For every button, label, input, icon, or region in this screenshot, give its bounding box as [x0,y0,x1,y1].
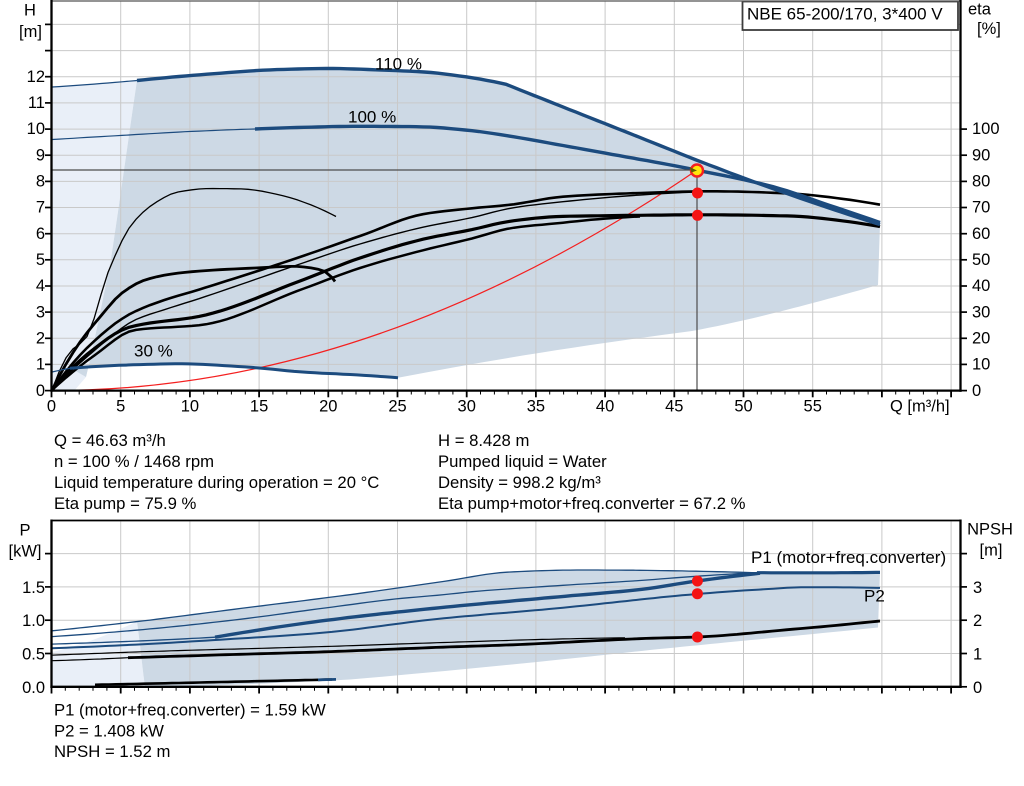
svg-text:0: 0 [36,382,45,400]
svg-text:3: 3 [973,579,982,597]
svg-text:70: 70 [972,199,990,217]
svg-text:50: 50 [734,398,752,416]
svg-text:45: 45 [665,398,683,416]
svg-text:1: 1 [973,646,982,664]
svg-text:6: 6 [36,225,45,243]
svg-text:H: H [24,2,36,20]
svg-text:0: 0 [972,382,981,400]
svg-text:P1 (motor+freq.converter) = 1.: P1 (motor+freq.converter) = 1.59 kW [54,701,326,720]
svg-text:2: 2 [973,612,982,630]
svg-text:35: 35 [527,398,545,416]
svg-text:5: 5 [116,398,125,416]
svg-text:20: 20 [319,398,337,416]
svg-text:P2 = 1.408 kW: P2 = 1.408 kW [54,721,164,740]
svg-text:Eta pump = 75.9 %: Eta pump = 75.9 % [54,494,197,513]
svg-text:[%]: [%] [977,20,1001,38]
svg-text:110 %: 110 % [375,55,422,74]
svg-text:0.5: 0.5 [22,646,45,664]
svg-text:20: 20 [972,330,990,348]
svg-text:n = 100 % / 1468 rpm: n = 100 % / 1468 rpm [54,452,214,471]
svg-text:10: 10 [972,356,990,374]
svg-text:25: 25 [388,398,406,416]
svg-text:15: 15 [250,398,268,416]
svg-text:60: 60 [972,225,990,243]
svg-text:[m]: [m] [980,542,1003,560]
svg-text:11: 11 [28,94,45,112]
svg-text:Liquid temperature during oper: Liquid temperature during operation = 20… [54,473,379,492]
svg-text:[m]: [m] [19,23,42,41]
svg-text:30: 30 [458,398,476,416]
svg-text:Eta pump+motor+freq.converter: Eta pump+motor+freq.converter = 67.2 % [438,494,746,513]
svg-text:P: P [19,521,30,539]
svg-text:eta: eta [968,1,992,19]
svg-text:10: 10 [27,120,45,138]
svg-text:30: 30 [972,303,990,321]
svg-text:5: 5 [36,251,45,269]
svg-text:1: 1 [36,356,45,374]
svg-text:NPSH = 1.52 m: NPSH = 1.52 m [54,742,170,761]
svg-text:0.0: 0.0 [22,679,45,697]
svg-text:1.0: 1.0 [22,612,45,630]
svg-text:0: 0 [973,679,982,697]
svg-text:[kW]: [kW] [9,543,42,561]
svg-text:90: 90 [972,146,990,164]
svg-text:Pumped liquid = Water: Pumped liquid = Water [438,452,607,471]
svg-text:40: 40 [972,277,990,295]
svg-text:12: 12 [27,68,45,86]
svg-text:9: 9 [36,146,45,164]
svg-text:3: 3 [36,303,45,321]
svg-text:8: 8 [36,173,45,191]
svg-text:P2: P2 [864,587,885,606]
svg-text:7: 7 [36,199,45,217]
svg-text:1.5: 1.5 [22,579,45,597]
svg-text:H = 8.428 m: H = 8.428 m [438,431,529,450]
svg-text:NPSH: NPSH [967,521,1013,539]
svg-text:50: 50 [972,251,990,269]
svg-text:Density = 998.2 kg/m³: Density = 998.2 kg/m³ [438,473,601,492]
svg-text:30 %: 30 % [134,342,173,361]
svg-text:100 %: 100 % [348,108,396,127]
svg-text:NBE 65-200/170, 3*400 V: NBE 65-200/170, 3*400 V [747,5,943,24]
svg-text:Q = 46.63 m³/h: Q = 46.63 m³/h [54,431,166,450]
svg-text:55: 55 [804,398,822,416]
svg-text:P1 (motor+freq.converter): P1 (motor+freq.converter) [751,548,946,567]
svg-text:40: 40 [596,398,614,416]
svg-text:2: 2 [36,330,45,348]
svg-text:Q [m³/h]: Q [m³/h] [890,398,950,416]
svg-text:80: 80 [972,173,990,191]
svg-text:100: 100 [972,120,1000,138]
svg-text:4: 4 [36,277,45,295]
svg-text:0: 0 [47,398,56,416]
svg-text:10: 10 [181,398,199,416]
